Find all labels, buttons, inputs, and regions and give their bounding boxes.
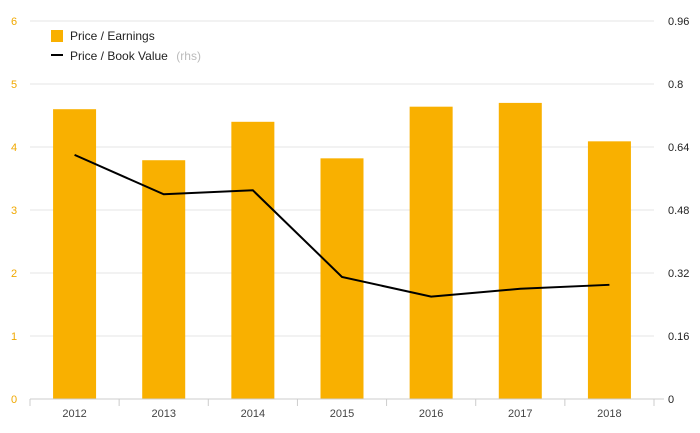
left-tick-label: 2 bbox=[11, 268, 17, 280]
right-axis-ticks: 0 0.16 0.32 0.48 0.64 0.8 0.96 bbox=[668, 16, 689, 406]
x-tick-label: 2017 bbox=[508, 408, 532, 420]
right-tick-label: 0.8 bbox=[668, 79, 683, 91]
right-tick-label: 0.16 bbox=[668, 331, 689, 343]
x-axis-ticks: 2012 2013 2014 2015 2016 2017 2018 bbox=[62, 408, 621, 420]
x-tick-label: 2012 bbox=[62, 408, 86, 420]
bar-price-earnings-2016 bbox=[409, 106, 453, 400]
right-tick-label: 0 bbox=[668, 394, 674, 406]
bar-price-earnings-2012 bbox=[53, 109, 97, 399]
left-tick-label: 4 bbox=[11, 142, 17, 154]
line-series bbox=[74, 153, 610, 298]
legend-label-price-book-name: Price / Book Value bbox=[70, 49, 168, 63]
axes bbox=[29, 398, 664, 406]
bar-price-earnings-2014 bbox=[231, 121, 275, 400]
legend-label-price-book: Price / Book Value (rhs) bbox=[70, 47, 201, 64]
left-tick-label: 6 bbox=[11, 16, 17, 28]
legend-label-price-earnings: Price / Earnings bbox=[70, 29, 155, 43]
x-tick-label: 2016 bbox=[419, 408, 443, 420]
right-tick-label: 0.96 bbox=[668, 16, 689, 28]
right-tick-label: 0.32 bbox=[668, 268, 689, 280]
right-tick-label: 0.64 bbox=[668, 142, 689, 154]
legend-label-price-book-note: (rhs) bbox=[176, 49, 201, 63]
left-tick-label: 5 bbox=[11, 79, 17, 91]
bar-series bbox=[53, 102, 631, 400]
x-tick-label: 2014 bbox=[241, 408, 265, 420]
legend-swatch-price-earnings bbox=[51, 30, 63, 42]
left-tick-label: 3 bbox=[11, 205, 17, 217]
x-tick-label: 2015 bbox=[330, 408, 354, 420]
left-tick-label: 1 bbox=[11, 331, 17, 343]
left-tick-label: 0 bbox=[11, 394, 17, 406]
bar-price-earnings-2018 bbox=[587, 141, 631, 399]
bar-price-earnings-2013 bbox=[142, 160, 186, 399]
bar-price-earnings-2017 bbox=[498, 102, 542, 400]
bar-price-earnings-2015 bbox=[320, 158, 364, 399]
x-tick-label: 2018 bbox=[597, 408, 621, 420]
right-tick-label: 0.48 bbox=[668, 205, 689, 217]
x-tick-label: 2013 bbox=[151, 408, 175, 420]
legend: Price / Earnings Price / Book Value (rhs… bbox=[51, 29, 201, 64]
left-axis-ticks: 0 1 2 3 4 5 6 bbox=[11, 16, 17, 406]
